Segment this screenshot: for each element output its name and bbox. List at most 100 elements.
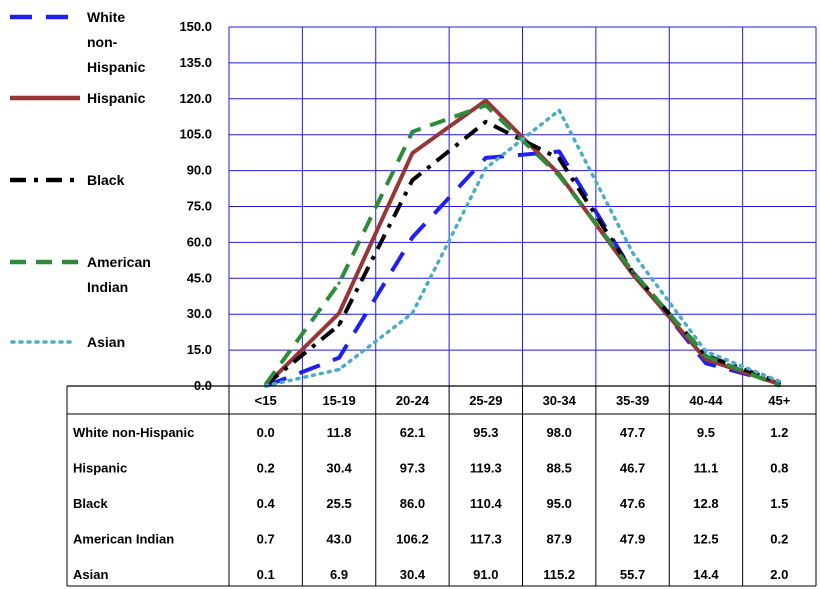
- table-row-label-american-indian: American Indian: [73, 532, 174, 547]
- legend-label-white-non-hispanic: White: [87, 9, 125, 25]
- y-tick-label: 90.0: [187, 163, 212, 178]
- data-point-asian: [630, 251, 635, 255]
- table-cell-american-indian: 0.7: [257, 532, 275, 547]
- data-point-american-indian: [484, 103, 488, 107]
- data-point-white-non-hispanic: [704, 361, 708, 365]
- table-cell-white-non-hispanic: 1.2: [770, 425, 788, 440]
- table-cell-white-non-hispanic: 9.5: [697, 425, 715, 440]
- table-cell-american-indian: 12.5: [693, 532, 718, 547]
- table-cell-black: 1.5: [770, 496, 788, 511]
- legend-label-white-non-hispanic: non-: [87, 34, 118, 50]
- x-tick-label: 30-34: [543, 393, 577, 408]
- table-cell-black: 110.4: [470, 496, 503, 511]
- data-point-white-non-hispanic: [484, 156, 488, 160]
- legend-label-hispanic: Hispanic: [87, 90, 146, 106]
- data-point-white-non-hispanic: [557, 149, 561, 154]
- table-cell-black: 0.4: [257, 496, 276, 511]
- table-cell-white-non-hispanic: 98.0: [547, 425, 572, 440]
- x-tick-label: 25-29: [469, 393, 502, 408]
- data-point-black: [410, 178, 415, 182]
- y-tick-label: 105.0: [179, 127, 212, 142]
- data-point-asian: [704, 349, 708, 354]
- table-cell-asian: 30.4: [400, 567, 426, 582]
- data-point-american-indian: [410, 130, 415, 134]
- data-point-hispanic: [410, 151, 415, 155]
- y-tick-label: 45.0: [187, 270, 212, 285]
- data-point-black: [557, 157, 561, 161]
- y-axis-tick-labels: 0.015.030.045.060.075.090.0105.0120.0135…: [179, 19, 212, 393]
- table-cell-hispanic: 119.3: [470, 460, 502, 475]
- x-tick-label: 40-44: [689, 393, 723, 408]
- data-point-american-indian: [557, 174, 561, 178]
- table-row-label-asian: Asian: [73, 567, 108, 582]
- data-table: <15 15-19 20-24 25-29 30-34 35-39 40-44 45+ Whit…: [66, 385, 817, 587]
- table-cell-asian: 55.7: [620, 567, 645, 582]
- table-cell-asian: 115.2: [543, 567, 575, 582]
- table-cell-american-indian: 106.2: [396, 532, 429, 547]
- data-point-american-indian: [337, 281, 341, 285]
- data-point-white-non-hispanic: [410, 235, 415, 239]
- legend: White non- Hispanic Hispanic Black American In…: [10, 9, 151, 350]
- data-point-hispanic: [337, 311, 341, 315]
- table-row-label-hispanic: Hispanic: [73, 460, 127, 475]
- data-point-american-indian: [704, 354, 708, 358]
- table-cell-asian: 14.4: [693, 567, 719, 582]
- y-tick-label: 135.0: [179, 55, 212, 70]
- legend-label-asian: Asian: [87, 334, 125, 350]
- table-cell-american-indian: 117.3: [470, 532, 502, 547]
- y-tick-label: 15.0: [187, 342, 212, 357]
- table-row-label-white-non-hispanic: White non-Hispanic: [73, 425, 194, 440]
- table-cell-american-indian: 43.0: [326, 532, 351, 547]
- y-tick-label: 120.0: [179, 91, 212, 106]
- data-point-asian: [557, 108, 561, 112]
- table-cell-asian: 2.0: [770, 567, 788, 582]
- table-cell-black: 47.6: [620, 496, 645, 511]
- table-cell-hispanic: 11.1: [694, 460, 719, 475]
- table-cell-white-non-hispanic: 62.1: [400, 425, 425, 440]
- y-tick-label: 75.0: [187, 199, 212, 214]
- data-point-american-indian: [630, 269, 635, 273]
- x-tick-label: 15-19: [322, 393, 355, 408]
- data-point-hispanic: [704, 357, 708, 362]
- x-tick-label: 35-39: [616, 393, 649, 408]
- data-point-asian: [337, 367, 341, 372]
- table-cell-hispanic: 0.2: [257, 460, 275, 475]
- table-cell-hispanic: 46.7: [620, 460, 645, 475]
- table-cell-asian: 6.9: [330, 567, 348, 582]
- y-tick-label: 150.0: [179, 19, 212, 34]
- y-tick-label: 60.0: [187, 234, 212, 249]
- legend-label-black: Black: [87, 172, 125, 188]
- table-cell-white-non-hispanic: 95.3: [473, 425, 498, 440]
- table-cell-black: 95.0: [547, 496, 572, 511]
- table-cell-hispanic: 0.8: [770, 460, 788, 475]
- y-tick-label: 30.0: [187, 306, 212, 321]
- data-point-black: [484, 120, 488, 124]
- x-tick-label: 20-24: [396, 393, 430, 408]
- legend-label-american-indian: American: [87, 254, 151, 270]
- table-cell-black: 86.0: [400, 496, 425, 511]
- data-point-asian: [484, 166, 488, 170]
- table-cell-american-indian: 47.9: [620, 532, 645, 547]
- data-point-asian: [777, 379, 781, 383]
- table-cell-white-non-hispanic: 47.7: [620, 425, 645, 440]
- series-line-asian: [263, 108, 782, 388]
- table-cell-asian: 91.0: [473, 567, 498, 582]
- table-cell-american-indian: 0.2: [770, 532, 788, 547]
- data-point-white-non-hispanic: [337, 356, 341, 360]
- table-cell-american-indian: 87.9: [547, 532, 572, 547]
- table-row-label-black: Black: [73, 496, 108, 511]
- data-point-hispanic: [484, 98, 488, 103]
- table-cell-white-non-hispanic: 0.0: [257, 425, 275, 440]
- data-point-asian: [410, 311, 415, 315]
- legend-label-american-indian: Indian: [87, 279, 128, 295]
- table-cell-hispanic: 30.4: [326, 460, 352, 475]
- table-cell-black: 12.8: [693, 496, 718, 511]
- table-cell-black: 25.5: [326, 496, 351, 511]
- x-tick-label: 45+: [768, 393, 790, 408]
- legend-label-white-non-hispanic: Hispanic: [87, 59, 146, 75]
- series-line-white-non-hispanic: [264, 149, 780, 388]
- series-lines: [263, 98, 782, 388]
- table-cell-hispanic: 97.3: [400, 460, 425, 475]
- x-tick-label: <15: [255, 393, 277, 408]
